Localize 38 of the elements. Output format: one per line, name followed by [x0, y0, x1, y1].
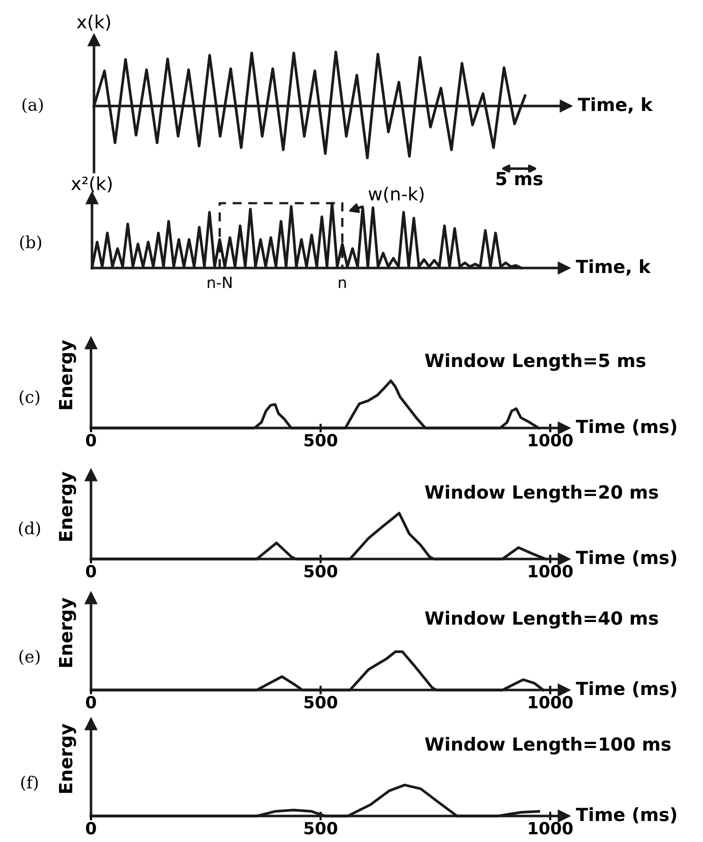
- x-tick-label: 0: [86, 696, 96, 708]
- y-axis-title: Energy: [59, 598, 76, 667]
- text: (f): [21, 776, 38, 791]
- x-tick-label: n: [338, 279, 346, 288]
- y-axis-title: x(k): [76, 14, 110, 31]
- x-tick-label: n-N: [208, 276, 232, 288]
- x-tick-label: 1000: [528, 564, 573, 578]
- text: 5 ms: [496, 172, 543, 186]
- x-tick-label: 1000: [528, 822, 573, 834]
- text: (a): [22, 98, 43, 114]
- x-axis-title: Time (ms): [576, 419, 676, 436]
- chart-title: Window Length=5 ms: [425, 353, 646, 371]
- y-axis-title: Energy: [59, 472, 76, 541]
- x-tick-label: 1000: [528, 696, 573, 708]
- text: (e): [19, 650, 40, 665]
- x-tick-label: 500: [304, 696, 338, 708]
- y-axis-title: Energy: [59, 340, 76, 410]
- x-tick-label: 0: [86, 564, 96, 578]
- x-axis-title: Time (ms): [576, 550, 676, 566]
- chart-title: Window Length=40 ms: [425, 610, 658, 629]
- chart-title: Window Length=100 ms: [425, 736, 671, 755]
- text: (b): [20, 235, 42, 251]
- x-axis-title: Time, k: [578, 97, 653, 114]
- x-tick-label: 500: [304, 434, 338, 446]
- x-tick-label: 0: [86, 822, 96, 834]
- annotation: w(n-k): [368, 186, 424, 203]
- y-axis-title: Energy: [59, 724, 76, 793]
- x-tick-label: 1000: [528, 434, 573, 446]
- chart-title: Window Length=20 ms: [425, 484, 658, 502]
- text: (d): [18, 522, 40, 537]
- y-axis-title: x²(k): [71, 176, 112, 192]
- x-axis-title: Time (ms): [576, 681, 676, 698]
- x-tick-label: 500: [304, 822, 338, 834]
- x-tick-label: 0: [86, 434, 96, 446]
- text: (c): [20, 390, 40, 406]
- x-axis-title: Time (ms): [576, 807, 676, 824]
- x-axis-title: Time, k: [576, 259, 651, 276]
- x-tick-label: 500: [304, 564, 338, 578]
